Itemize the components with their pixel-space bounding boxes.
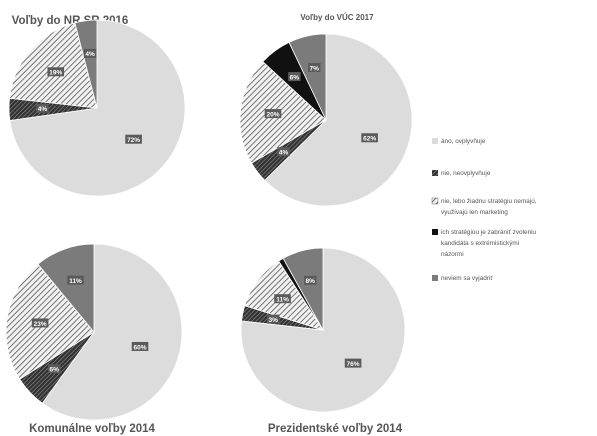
data-label-ano: 62% [363,136,376,143]
data-label-nie-marketing: 23% [34,321,47,328]
data-label-nie-marketing: 19% [49,70,62,77]
pie-slice-ano [264,33,413,207]
data-label-neviem: 4% [85,51,95,58]
data-label-box-nie [267,314,280,324]
data-label-ano: 72% [127,137,140,144]
legend-label-nie-marketing: nie, lebo žiadnu stratégiu nemajú, využí… [441,198,538,216]
data-label-box-neviem [304,275,317,285]
data-label-box-ano [344,358,362,368]
data-label-box-ano [125,134,142,144]
pie-prezidentske-2014: 76% 3% 11% 8% [240,247,406,413]
data-label-nie: 6% [50,367,60,374]
data-label-box-neviem [308,62,321,72]
data-label-box-nie-marketing [264,109,282,119]
chart-title-prezidentske-2014: Prezidentské voľby 2014 [268,423,403,435]
legend-label-ano: áno, ovplyvňuje [441,138,486,145]
legend-label-nie: nie, neovplyvňuje [441,170,491,177]
data-label-box-ano [361,133,378,143]
data-label-neviem: 11% [69,278,82,285]
pie-slice-neviem [282,247,324,332]
data-label-nie: 3% [269,317,279,324]
pie-slice-neviem [74,19,98,109]
data-label-neviem: 7% [310,65,320,72]
pie-slice-ano [9,19,186,197]
data-label-nie-marketing: 11% [276,297,289,304]
legend-label-extremisti: ich stratégiou je zabrániť zvoleniu kand… [441,229,538,258]
data-label-box-extremisti [288,72,301,82]
data-label-box-neviem [67,275,84,285]
pie-slice-nie-marketing [9,22,98,109]
pie-slice-nie-marketing [239,61,327,164]
data-label-nie: 4% [279,150,289,157]
pie-charts: 72% 4% 19% 4% 62% 4% 20% 6% 7% 60% 6% 23% 11% 76% 3% 11… [5,19,413,421]
data-label-box-nie [48,364,61,374]
pie-slice-neviem [37,243,95,334]
data-label-box-nie [36,103,49,113]
pie-slice-neviem [288,33,327,121]
data-label-box-nie-marketing [31,318,49,328]
legend-swatch-nie-marketing [431,197,439,205]
data-label-neviem: 8% [306,278,316,285]
legend-swatch-ano [432,138,438,144]
legend-swatch-neviem [432,275,438,281]
legend-label-neviem: neviem sa vyjadriť [441,275,493,282]
pie-nr-sr-2016: 72% 4% 19% 4% [8,19,186,197]
pie-vuc-2017: 62% 4% 20% 6% 7% [239,33,413,207]
data-label-box-nie-marketing [274,294,291,304]
chart-title-komunalne-2014: Komunálne voľby 2014 [29,423,155,435]
data-label-ano: 76% [347,361,360,368]
legend-swatch-extremisti [432,229,438,235]
legend-swatch-nie [432,170,438,176]
data-label-ano: 60% [134,344,147,351]
data-label-nie-marketing: 20% [267,111,280,118]
data-label-extremisti: 6% [290,74,300,81]
legend: áno, ovplyvňuje nie, neovplyvňuje nie, l… [431,138,538,282]
pie-komunalne-2014: 60% 6% 23% 11% [5,243,183,421]
chart-title-vuc-2017: Voľby do VÚC 2017 [300,13,374,22]
data-label-box-ano [131,341,149,351]
data-label-box-neviem [83,48,97,58]
data-label-box-nie-marketing [47,67,65,77]
pie-slice-nie-marketing [5,263,95,380]
data-label-box-nie [277,147,290,157]
data-label-nie: 4% [38,106,48,113]
pie-slice-ano [41,243,183,421]
